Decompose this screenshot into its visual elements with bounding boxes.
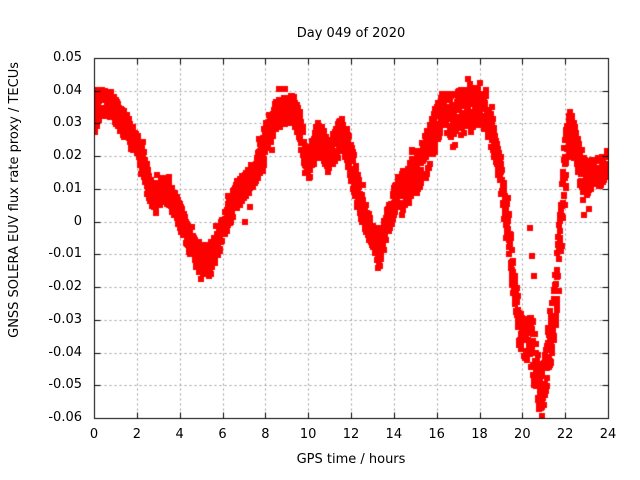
x-tick-label: 0 — [89, 427, 99, 442]
x-tick-label: 22 — [556, 427, 574, 442]
y-tick-label: 0.02 — [53, 148, 82, 164]
y-tick-label: -0.03 — [48, 311, 82, 327]
x-tick-label: 10 — [299, 427, 317, 442]
x-axis-label: GPS time / hours — [296, 452, 406, 467]
x-tick-label: 24 — [599, 427, 617, 442]
y-tick-label: 0.01 — [53, 180, 82, 196]
x-tick-label: 8 — [261, 427, 270, 442]
chart-title: Day 049 of 2020 — [296, 26, 406, 41]
x-tick-label: 20 — [514, 427, 531, 442]
y-tick-label: 0.03 — [53, 115, 82, 131]
x-tick-label: 14 — [385, 427, 403, 442]
y-tick-label: 0.04 — [53, 82, 82, 98]
y-tick-label: -0.05 — [48, 377, 82, 393]
y-tick-label: -0.06 — [48, 410, 82, 425]
x-tick-label: 16 — [428, 427, 445, 442]
y-tick-label: 0.05 — [53, 50, 82, 65]
x-tick-label: 2 — [132, 427, 141, 442]
x-tick-label: 4 — [175, 427, 184, 442]
y-axis-label: GNSS SOLERA EUV flux rate proxy / TECUs — [7, 62, 22, 338]
x-tick-label: 6 — [218, 427, 227, 442]
y-tick-label: -0.04 — [48, 344, 82, 360]
x-tick-label: 12 — [342, 427, 360, 442]
x-tick-label: 18 — [471, 427, 488, 442]
y-tick-label: -0.02 — [48, 279, 82, 295]
y-tick-label: 0 — [73, 213, 82, 229]
y-tick-label: -0.01 — [48, 246, 82, 262]
